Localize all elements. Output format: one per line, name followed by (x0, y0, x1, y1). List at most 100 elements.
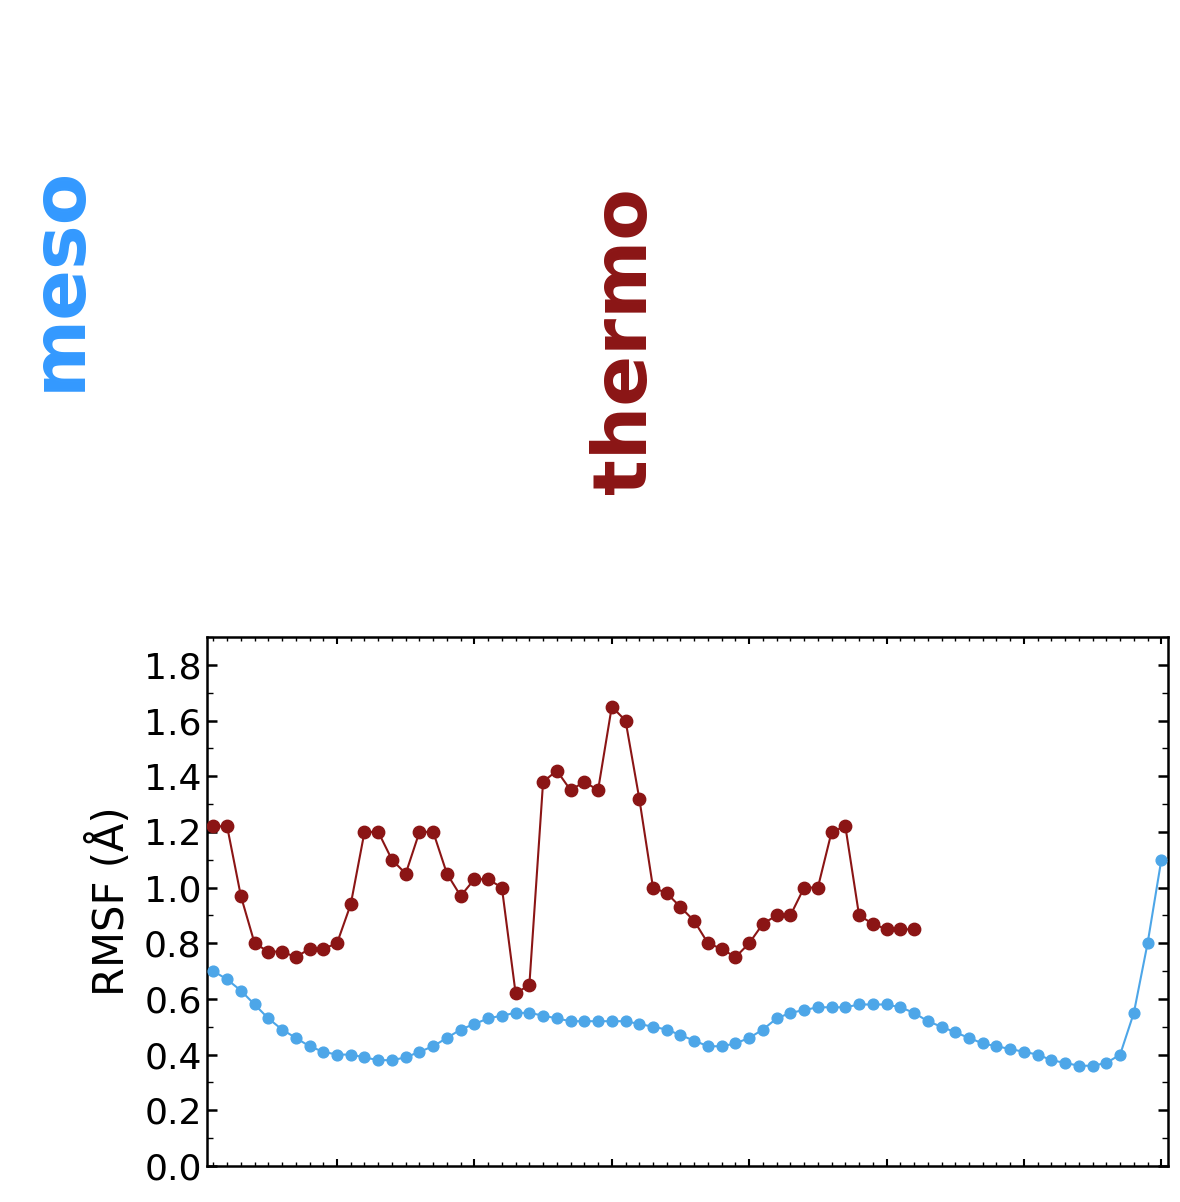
Point (258, 1008, 277, 1028)
Point (204, 962, 223, 981)
Point (1001, 1040, 1020, 1059)
Point (438, 1028, 457, 1047)
Point (1139, 934, 1158, 953)
Point (877, 920, 896, 939)
Point (465, 1014, 484, 1034)
Point (479, 1008, 498, 1028)
Point (932, 1017, 951, 1036)
Point (1097, 1053, 1116, 1072)
Point (479, 869, 498, 888)
Text: meso: meso (22, 166, 96, 391)
Point (946, 1023, 965, 1042)
Point (355, 822, 374, 841)
Point (781, 1004, 800, 1023)
Point (671, 898, 690, 917)
Point (616, 1012, 635, 1031)
Point (520, 1004, 539, 1023)
Point (850, 995, 868, 1014)
Point (630, 789, 649, 808)
Point (451, 886, 470, 905)
Point (1110, 1045, 1129, 1064)
Point (382, 1051, 401, 1070)
Point (616, 710, 635, 730)
Point (328, 934, 347, 953)
Point (1152, 850, 1171, 869)
Point (369, 1051, 388, 1070)
Point (520, 975, 539, 994)
Point (781, 906, 800, 926)
Point (602, 1012, 621, 1031)
Point (533, 772, 552, 791)
Y-axis label: RMSF (Å): RMSF (Å) (87, 807, 133, 996)
Point (300, 939, 319, 958)
Point (1015, 1042, 1034, 1061)
Point (287, 947, 306, 966)
Point (822, 998, 841, 1017)
Point (424, 1036, 442, 1055)
Point (231, 981, 250, 1000)
Point (726, 947, 745, 966)
Point (850, 906, 868, 926)
Point (794, 877, 813, 897)
Point (684, 911, 703, 930)
Point (602, 697, 621, 716)
Point (986, 1036, 1005, 1055)
Point (891, 920, 910, 939)
Point (835, 816, 854, 835)
Point (204, 816, 223, 835)
Point (699, 1036, 717, 1055)
Point (314, 939, 333, 958)
Point (589, 780, 608, 799)
Point (562, 780, 581, 799)
Point (575, 1012, 594, 1031)
Point (314, 1042, 333, 1061)
Point (409, 822, 428, 841)
Point (575, 772, 594, 791)
Point (643, 1017, 662, 1036)
Point (369, 822, 388, 841)
Point (905, 1004, 924, 1023)
Point (767, 906, 786, 926)
Point (891, 998, 910, 1017)
Point (341, 1045, 360, 1064)
Point (754, 1020, 773, 1040)
Point (713, 939, 732, 958)
Point (424, 822, 442, 841)
Point (877, 995, 896, 1014)
Point (465, 869, 484, 888)
Point (231, 886, 250, 905)
Point (548, 761, 566, 780)
Point (740, 1028, 759, 1047)
Point (1083, 1057, 1102, 1076)
Point (959, 1028, 978, 1047)
Point (643, 877, 662, 897)
Point (1069, 1057, 1088, 1076)
Point (492, 1006, 511, 1025)
Point (657, 883, 676, 903)
Point (835, 998, 854, 1017)
Point (409, 1042, 428, 1061)
Point (548, 1008, 566, 1028)
Point (713, 1036, 732, 1055)
Point (864, 995, 883, 1014)
Point (808, 998, 827, 1017)
Text: thermo: thermo (589, 188, 662, 494)
Point (300, 1036, 319, 1055)
Point (396, 864, 415, 883)
Point (562, 1012, 581, 1031)
Point (974, 1034, 992, 1053)
Point (630, 1014, 649, 1034)
Point (1028, 1045, 1047, 1064)
Point (767, 1008, 786, 1028)
Point (217, 970, 236, 989)
Point (355, 1048, 374, 1067)
Point (754, 915, 773, 934)
Point (217, 816, 236, 835)
Point (699, 934, 717, 953)
Point (1125, 1004, 1143, 1023)
Point (808, 877, 827, 897)
Point (864, 915, 883, 934)
Point (726, 1034, 745, 1053)
Point (822, 822, 841, 841)
Point (533, 1006, 552, 1025)
